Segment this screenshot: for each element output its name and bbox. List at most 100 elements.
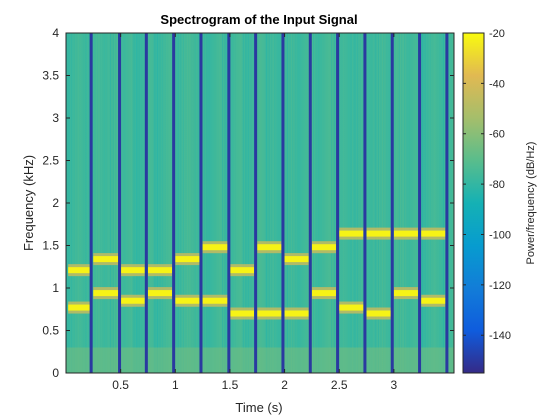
texture-striation xyxy=(320,33,322,373)
tone-high xyxy=(175,256,200,263)
texture-striation xyxy=(99,33,101,373)
texture-striation xyxy=(448,33,450,373)
colorbar-tick-label: -40 xyxy=(489,78,505,90)
texture-striation xyxy=(154,33,156,373)
plot-area xyxy=(65,32,455,374)
texture-striation xyxy=(385,33,387,373)
texture-striation xyxy=(242,33,244,373)
tone-high xyxy=(393,230,418,237)
texture-striation xyxy=(323,33,325,373)
texture-striation xyxy=(248,33,249,373)
texture-striation xyxy=(424,33,426,373)
texture-striation xyxy=(430,33,431,373)
texture-striation xyxy=(422,33,424,373)
texture-striation xyxy=(224,33,226,373)
texture-striation xyxy=(177,33,179,373)
silence-gap xyxy=(172,33,176,373)
tone-low xyxy=(93,290,119,297)
texture-striation xyxy=(263,33,265,373)
texture-striation xyxy=(94,33,96,373)
tone-high xyxy=(229,267,254,274)
texture-striation xyxy=(258,33,260,373)
texture-striation xyxy=(362,33,364,373)
texture-striation xyxy=(305,33,307,373)
texture-striation xyxy=(73,33,75,373)
texture-striation xyxy=(86,33,88,373)
tone-high xyxy=(284,256,309,263)
texture-striation xyxy=(245,33,247,373)
texture-striation xyxy=(380,33,382,373)
texture-striation xyxy=(216,33,218,373)
texture-striation xyxy=(253,33,255,373)
silence-gap xyxy=(308,33,312,373)
colorbar-tick-label: -120 xyxy=(489,280,511,292)
y-tick-label: 2 xyxy=(52,196,59,210)
tone-low xyxy=(284,310,309,317)
texture-striation xyxy=(84,33,86,373)
texture-striation xyxy=(128,33,130,373)
texture-striation xyxy=(79,33,80,373)
texture-striation xyxy=(359,33,361,373)
y-tick-label: 1 xyxy=(52,281,59,295)
y-tick-label: 1.5 xyxy=(42,239,59,253)
x-tick-label: 2 xyxy=(281,378,288,392)
texture-striation xyxy=(193,33,195,373)
texture-striation xyxy=(131,33,132,373)
tone-high xyxy=(311,244,336,251)
tone-high xyxy=(68,267,91,274)
colorbar-tick-label: -60 xyxy=(489,129,505,141)
x-tick-label: 1.5 xyxy=(222,378,239,392)
chart-title: Spectrogram of the Input Signal xyxy=(160,12,357,27)
texture-striation xyxy=(318,33,320,373)
tone-low xyxy=(147,290,173,297)
texture-striation xyxy=(388,33,390,373)
y-tick-label: 0 xyxy=(52,366,59,380)
texture-striation xyxy=(341,33,343,373)
spectrogram-texture xyxy=(66,33,454,373)
x-tick-label: 3 xyxy=(391,378,398,392)
tone-low xyxy=(202,297,228,304)
tone-low xyxy=(120,297,145,304)
texture-striation xyxy=(157,33,158,373)
colorbar-tick-label: -100 xyxy=(489,229,511,241)
texture-striation xyxy=(393,33,395,373)
texture-striation xyxy=(417,33,418,373)
x-tick-label: 1 xyxy=(172,378,179,392)
texture-striation xyxy=(396,33,398,373)
silence-gap xyxy=(144,33,148,373)
texture-striation xyxy=(198,33,200,373)
texture-striation xyxy=(432,33,434,373)
tone-high xyxy=(93,256,119,263)
texture-striation xyxy=(440,33,442,373)
texture-striation xyxy=(237,33,239,373)
texture-striation xyxy=(180,33,182,373)
silence-gap xyxy=(418,33,422,373)
texture-striation xyxy=(222,33,223,373)
texture-striation xyxy=(196,33,197,373)
silence-gap xyxy=(363,33,367,373)
tone-high xyxy=(366,230,391,237)
tone-low xyxy=(68,304,91,311)
colorbar-border xyxy=(462,32,485,374)
texture-striation xyxy=(167,33,169,373)
texture-striation xyxy=(175,33,177,373)
texture-striation xyxy=(354,33,356,373)
colorbar: -140 -120 -100 -80 -60 -40 -20 xyxy=(462,28,511,374)
texture-striation xyxy=(112,33,114,373)
x-axis: 0.5 1 1.5 2 2.5 3 xyxy=(112,33,398,392)
texture-striation xyxy=(162,33,164,373)
texture-striation xyxy=(284,33,286,373)
texture-striation xyxy=(427,33,429,373)
texture-striation xyxy=(102,33,104,373)
texture-striation xyxy=(214,33,216,373)
y-tick-label: 3.5 xyxy=(42,69,59,83)
silence-gap xyxy=(118,33,122,373)
texture-striation xyxy=(435,33,437,373)
texture-striation xyxy=(367,33,369,373)
texture-striation xyxy=(209,33,210,373)
tone-low xyxy=(393,290,418,297)
texture-striation xyxy=(287,33,288,373)
texture-striation xyxy=(328,33,330,373)
silence-gap xyxy=(336,33,340,373)
